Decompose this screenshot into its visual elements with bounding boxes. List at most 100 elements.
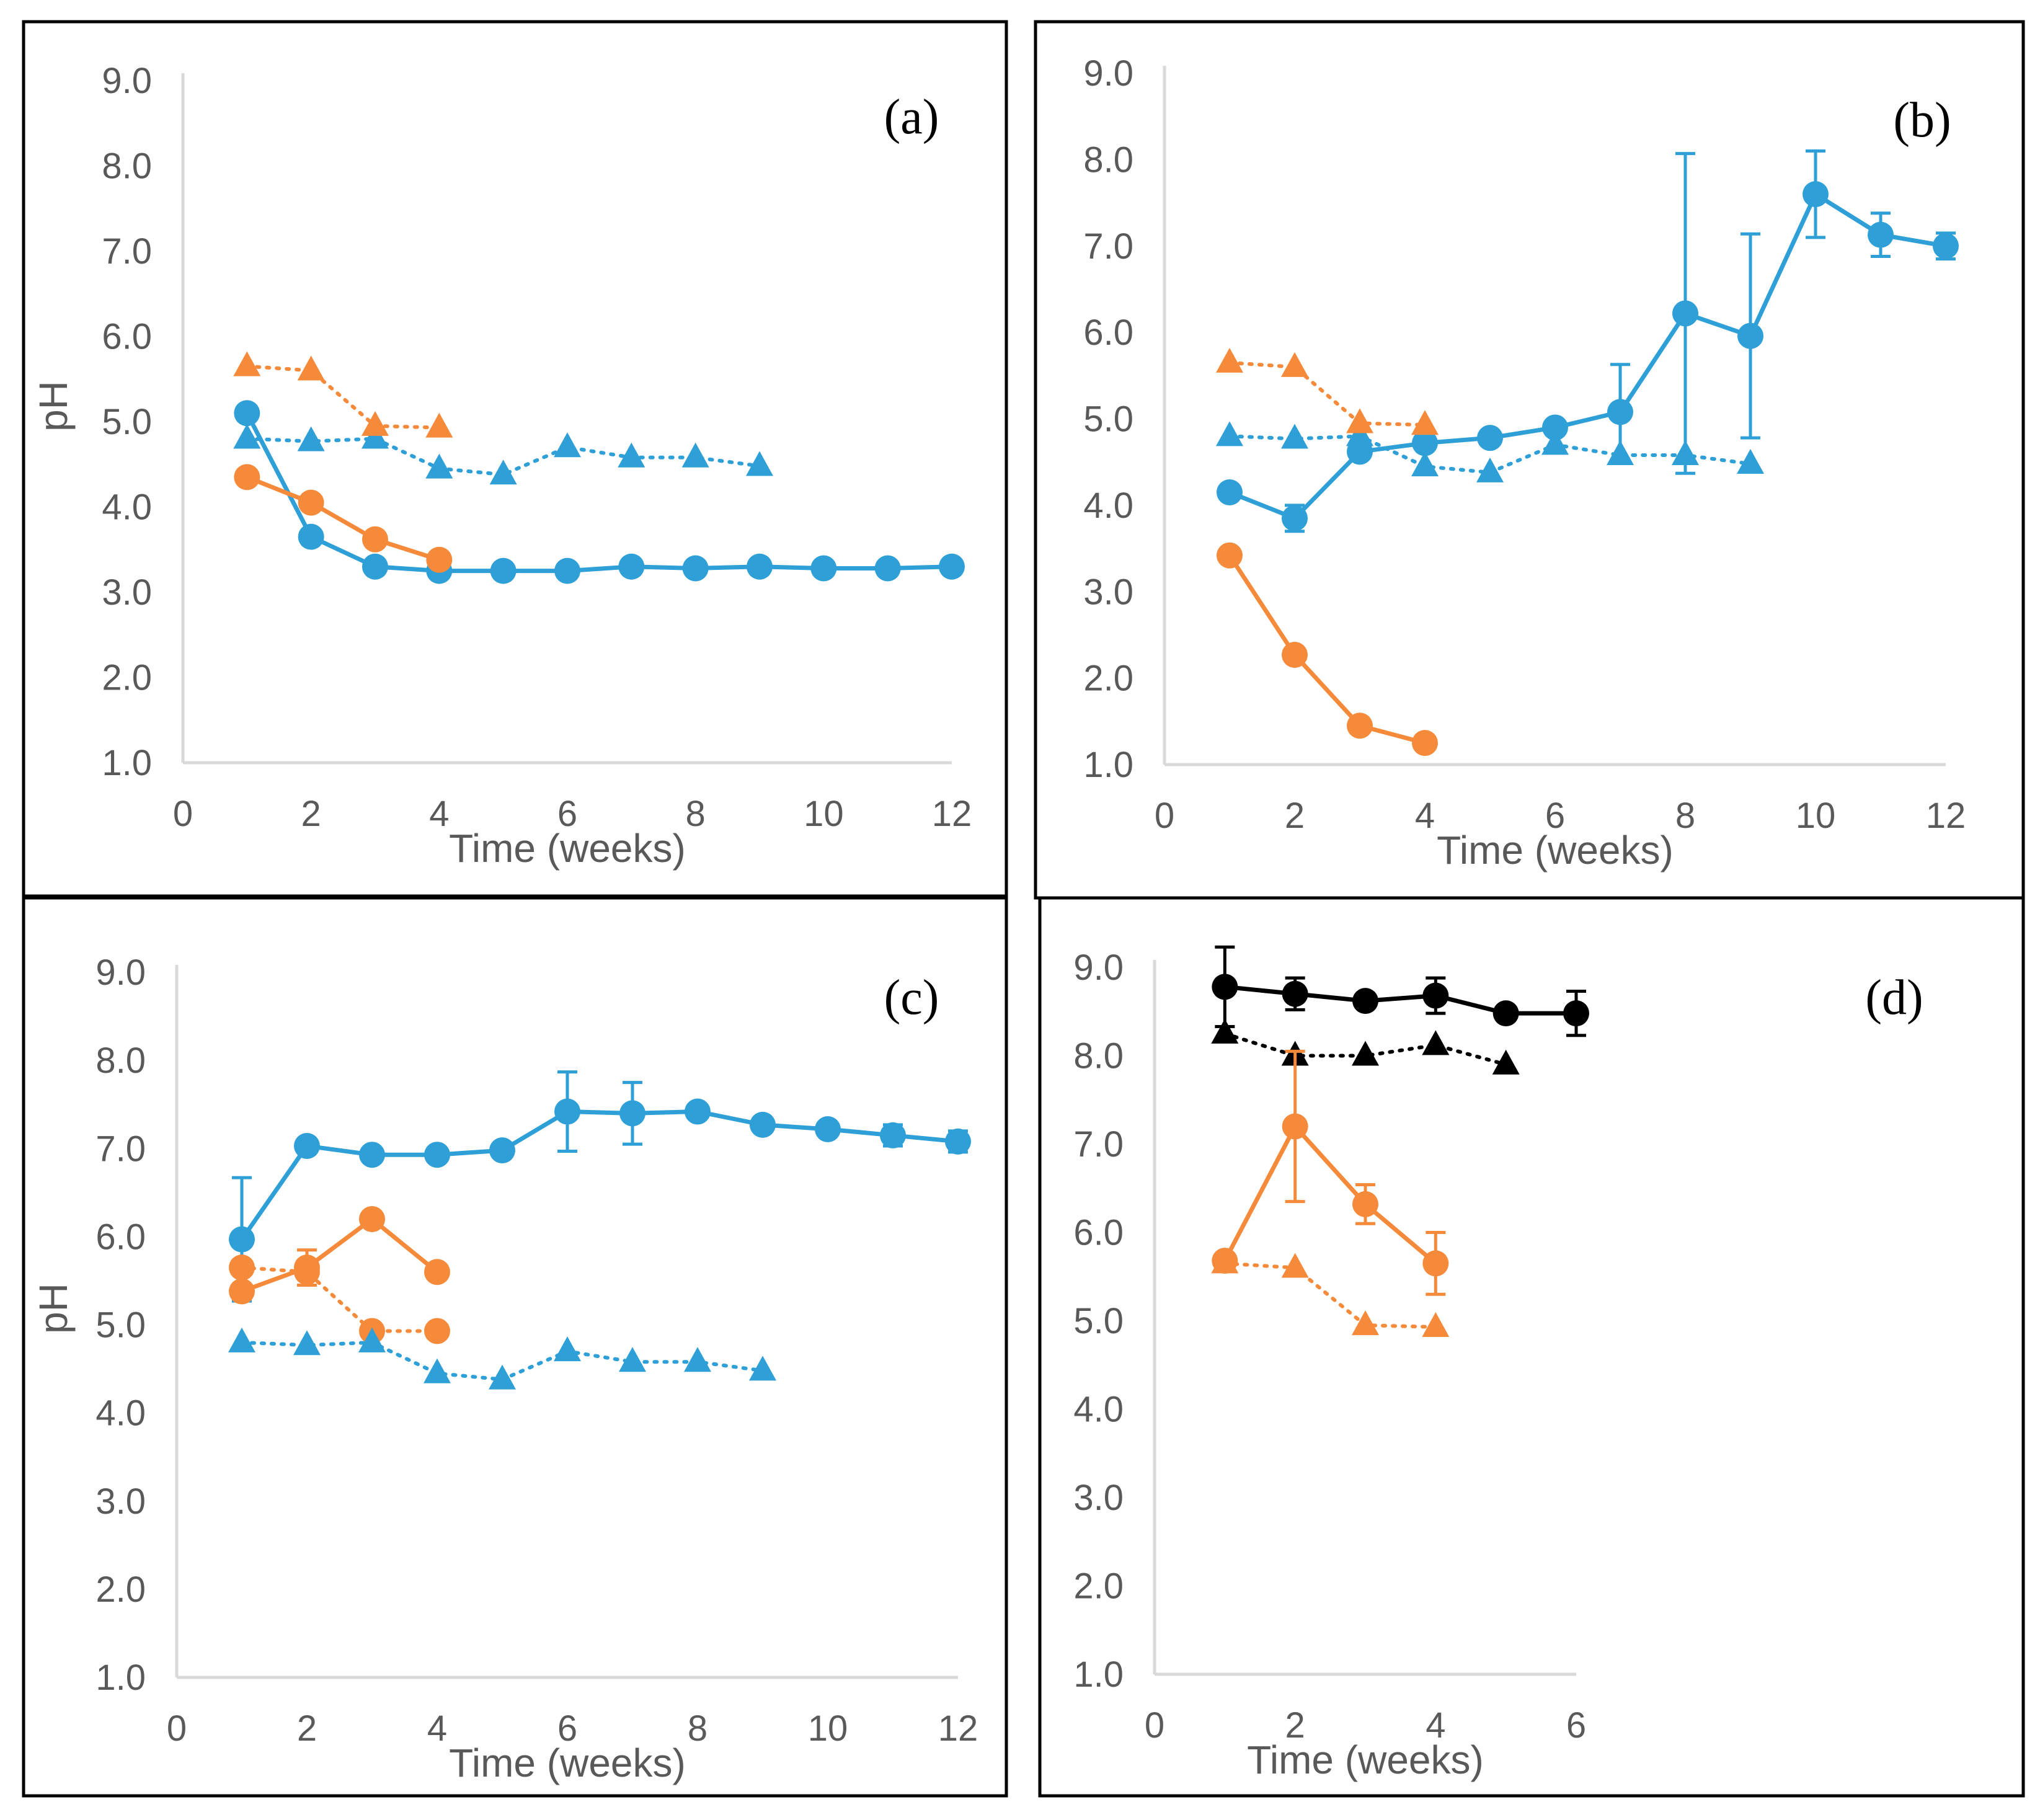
panel-c: 1.0 2.0 3.0 4.0 5.0 6.0 7.0 8.0 9.0 0 2 4 6 8 10 12 Time… [22, 896, 1008, 1798]
data-point [1492, 1049, 1520, 1075]
data-point [489, 1364, 516, 1390]
panel-label: (d) [1865, 970, 1923, 1025]
y-tick-label: 6.0 [1073, 1213, 1124, 1253]
y-tick-label: 4.0 [1083, 486, 1133, 526]
y-tick-label: 7.0 [95, 1129, 146, 1169]
data-point [298, 489, 324, 516]
data-point [1282, 1113, 1308, 1140]
data-point [358, 1327, 386, 1352]
series-blue-triangle-dotted [228, 1327, 776, 1390]
y-tick-label: 8.0 [1073, 1036, 1124, 1076]
series-black-circle-solid [1212, 945, 1589, 1037]
data-point [554, 1098, 580, 1125]
data-point [1422, 1312, 1450, 1337]
series-line [245, 437, 761, 477]
series-blue-circle-solid [1217, 149, 1959, 533]
y-tick-label: 6.0 [95, 1217, 146, 1257]
data-point [361, 424, 389, 449]
x-tick-label: 2 [1285, 1705, 1305, 1746]
data-point [1563, 1000, 1589, 1027]
data-point [425, 453, 453, 479]
data-point [1282, 980, 1308, 1007]
x-tick-label: 6 [557, 794, 577, 834]
data-point [229, 1254, 255, 1281]
data-point [362, 553, 388, 580]
data-point [939, 553, 965, 580]
x-tick-label: 10 [1796, 796, 1836, 836]
x-tick-label: 6 [1545, 796, 1565, 836]
data-point [746, 451, 773, 476]
data-point [234, 400, 260, 427]
data-point [1476, 457, 1504, 482]
series-line [241, 1217, 439, 1294]
data-point [1217, 479, 1243, 505]
data-point [1346, 408, 1373, 433]
data-point [1933, 233, 1959, 259]
series-black-triangle-dotted [1211, 1018, 1520, 1075]
data-point [359, 1142, 385, 1168]
x-tick-label: 4 [1415, 796, 1435, 836]
panel-frame [1034, 20, 2025, 900]
x-tick-label: 4 [1426, 1705, 1445, 1746]
data-point [1217, 542, 1243, 569]
x-tick-label: 6 [1566, 1705, 1586, 1746]
y-tick-label: 8.0 [95, 1041, 146, 1081]
x-tick-label: 6 [557, 1708, 577, 1749]
data-point [1422, 982, 1449, 1009]
series-orange-triangle-dotted [233, 351, 453, 438]
series-orange-circle-solid [1217, 542, 1438, 757]
panel-label: (a) [884, 90, 939, 144]
series-line [240, 1109, 959, 1241]
series-orange-circle-solid [229, 1205, 450, 1305]
data-point [945, 1128, 971, 1155]
y-tick-label: 9.0 [1083, 53, 1133, 94]
y-axis-title: pH [31, 381, 76, 432]
data-point [880, 1122, 906, 1148]
x-tick-label: 10 [804, 794, 844, 834]
data-point [1352, 988, 1378, 1014]
data-point [229, 1226, 255, 1253]
data-point [425, 412, 453, 438]
x-tick-label: 0 [1145, 1705, 1164, 1746]
data-point [1672, 300, 1698, 327]
data-point [233, 424, 261, 449]
data-point [1868, 221, 1894, 248]
data-point [1346, 421, 1373, 446]
data-point [682, 555, 709, 582]
y-tick-label: 9.0 [1073, 948, 1124, 988]
y-tick-label: 6.0 [1083, 313, 1133, 353]
data-point [750, 1111, 776, 1138]
data-point [810, 555, 837, 582]
data-point [618, 442, 645, 468]
series-blue-circle-solid [229, 1070, 971, 1303]
x-tick-label: 4 [429, 794, 449, 834]
data-point [294, 1132, 320, 1159]
data-point [1737, 448, 1764, 474]
data-point [490, 557, 517, 584]
y-tick-label: 5.0 [1083, 399, 1133, 440]
data-point [293, 1330, 321, 1356]
y-tick-label: 2.0 [1083, 659, 1133, 699]
data-point [1737, 322, 1763, 349]
data-point [554, 557, 580, 584]
data-point [1412, 430, 1438, 456]
x-tick-label: 0 [167, 1708, 187, 1749]
y-tick-label: 2.0 [1073, 1566, 1124, 1607]
x-tick-label: 12 [938, 1708, 978, 1749]
series-blue-triangle-dotted [1216, 421, 1764, 482]
series-orange-circle-dotted [229, 1254, 450, 1344]
data-point [424, 1318, 450, 1344]
data-point [1352, 1310, 1379, 1336]
data-point [747, 553, 773, 580]
data-point [1411, 410, 1439, 435]
data-point [1607, 440, 1634, 466]
data-point [1212, 974, 1238, 1000]
panel-a: 1.0 2.0 3.0 4.0 5.0 6.0 7.0 8.0 9.0 0 2 4 6 8 10 12 Time… [22, 20, 1008, 898]
y-tick-label: 5.0 [95, 1305, 146, 1346]
data-point [1607, 399, 1633, 425]
data-point [361, 411, 389, 436]
y-tick-label: 3.0 [1083, 572, 1133, 612]
data-point [1282, 505, 1308, 531]
data-point [489, 459, 517, 485]
